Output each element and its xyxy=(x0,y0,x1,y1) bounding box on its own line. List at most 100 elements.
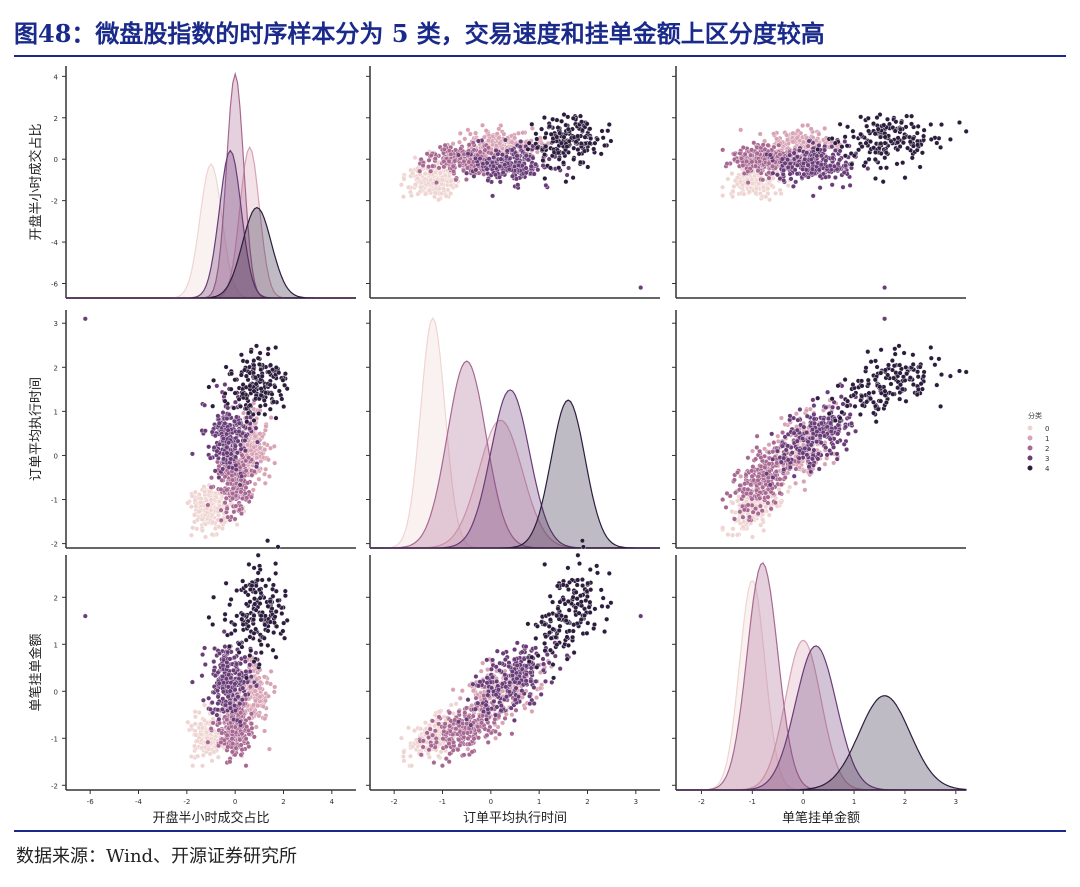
point-cluster-1 xyxy=(467,131,473,137)
point-cluster-4 xyxy=(884,165,890,171)
point-cluster-3 xyxy=(796,147,802,153)
point-cluster-1 xyxy=(265,457,271,463)
point-cluster-3 xyxy=(225,405,231,411)
point-cluster-4 xyxy=(223,364,229,370)
point-cluster-0 xyxy=(443,193,449,199)
point-cluster-3 xyxy=(515,182,521,188)
point-cluster-3 xyxy=(242,438,248,444)
point-cluster-1 xyxy=(252,433,258,439)
point-cluster-4 xyxy=(257,350,263,356)
point-cluster-4 xyxy=(282,382,288,388)
point-cluster-2 xyxy=(758,455,764,461)
point-cluster-2 xyxy=(229,736,235,742)
point-cluster-2 xyxy=(782,475,788,481)
point-cluster-4 xyxy=(563,179,569,185)
point-cluster-0 xyxy=(730,194,736,200)
point-cluster-0 xyxy=(234,522,240,528)
point-cluster-1 xyxy=(778,415,784,421)
point-cluster-4 xyxy=(556,165,562,171)
point-cluster-4 xyxy=(600,135,606,141)
point-cluster-4 xyxy=(892,346,898,352)
point-cluster-2 xyxy=(436,165,442,171)
point-cluster-4 xyxy=(851,134,857,140)
point-cluster-2 xyxy=(230,495,236,501)
point-cluster-3 xyxy=(816,466,822,472)
point-cluster-4 xyxy=(910,352,916,358)
point-cluster-4 xyxy=(874,115,880,121)
point-cluster-0 xyxy=(409,193,415,199)
point-cluster-3 xyxy=(829,182,835,188)
x-tick-label: -6 xyxy=(87,798,95,806)
point-cluster-4 xyxy=(272,384,278,390)
point-cluster-2 xyxy=(759,508,765,514)
point-cluster-3 xyxy=(242,448,248,454)
point-cluster-2 xyxy=(248,494,254,500)
point-cluster-4 xyxy=(256,361,262,367)
point-cluster-2 xyxy=(441,158,447,164)
point-cluster-4 xyxy=(273,365,279,371)
point-cluster-4 xyxy=(868,359,874,365)
point-cluster-1 xyxy=(272,684,278,690)
point-cluster-3 xyxy=(818,420,824,426)
point-cluster-1 xyxy=(256,476,262,482)
point-cluster-3 xyxy=(82,316,88,322)
point-cluster-2 xyxy=(749,147,755,153)
point-cluster-1 xyxy=(738,473,744,479)
point-cluster-4 xyxy=(231,405,237,411)
point-cluster-3 xyxy=(808,469,814,475)
point-cluster-1 xyxy=(263,423,269,429)
point-cluster-2 xyxy=(793,466,799,472)
point-cluster-1 xyxy=(501,131,507,137)
point-cluster-0 xyxy=(730,532,736,538)
point-cluster-4 xyxy=(206,384,212,390)
point-cluster-4 xyxy=(529,121,535,127)
point-cluster-3 xyxy=(796,448,802,454)
point-cluster-0 xyxy=(188,754,194,760)
point-cluster-4 xyxy=(865,377,871,383)
point-cluster-4 xyxy=(258,392,264,398)
point-cluster-3 xyxy=(796,455,802,461)
point-cluster-3 xyxy=(216,475,222,481)
point-cluster-3 xyxy=(815,456,821,462)
point-cluster-0 xyxy=(202,534,208,540)
point-cluster-2 xyxy=(741,507,747,513)
point-cluster-4 xyxy=(845,124,851,130)
point-cluster-1 xyxy=(450,141,456,147)
point-cluster-3 xyxy=(525,157,531,163)
point-cluster-4 xyxy=(257,403,263,409)
point-cluster-1 xyxy=(266,746,272,752)
point-cluster-4 xyxy=(542,135,548,141)
point-cluster-2 xyxy=(735,159,741,165)
point-cluster-1 xyxy=(822,461,828,467)
point-cluster-3 xyxy=(502,137,508,143)
point-cluster-2 xyxy=(224,732,230,738)
point-cluster-1 xyxy=(250,487,256,493)
point-cluster-3 xyxy=(535,167,541,173)
point-cluster-4 xyxy=(892,351,898,357)
point-cluster-2 xyxy=(745,455,751,461)
point-cluster-2 xyxy=(246,455,252,461)
point-cluster-3 xyxy=(236,429,242,435)
point-cluster-4 xyxy=(939,122,945,128)
point-cluster-2 xyxy=(760,177,766,183)
point-cluster-2 xyxy=(724,490,730,496)
point-cluster-2 xyxy=(749,496,755,502)
point-cluster-2 xyxy=(457,163,463,169)
point-cluster-0 xyxy=(201,489,207,495)
point-cluster-3 xyxy=(787,152,793,158)
x-tick-label: -2 xyxy=(183,798,190,806)
point-cluster-3 xyxy=(253,425,259,431)
point-cluster-4 xyxy=(873,358,879,364)
point-cluster-2 xyxy=(241,462,247,468)
point-cluster-4 xyxy=(582,134,588,140)
point-cluster-4 xyxy=(259,373,265,379)
point-cluster-2 xyxy=(239,496,245,502)
point-cluster-0 xyxy=(199,763,205,769)
point-cluster-0 xyxy=(761,528,767,534)
point-cluster-3 xyxy=(816,167,822,173)
point-cluster-2 xyxy=(230,485,236,491)
point-cluster-3 xyxy=(220,410,226,416)
point-cluster-4 xyxy=(850,128,856,134)
point-cluster-4 xyxy=(550,116,556,122)
